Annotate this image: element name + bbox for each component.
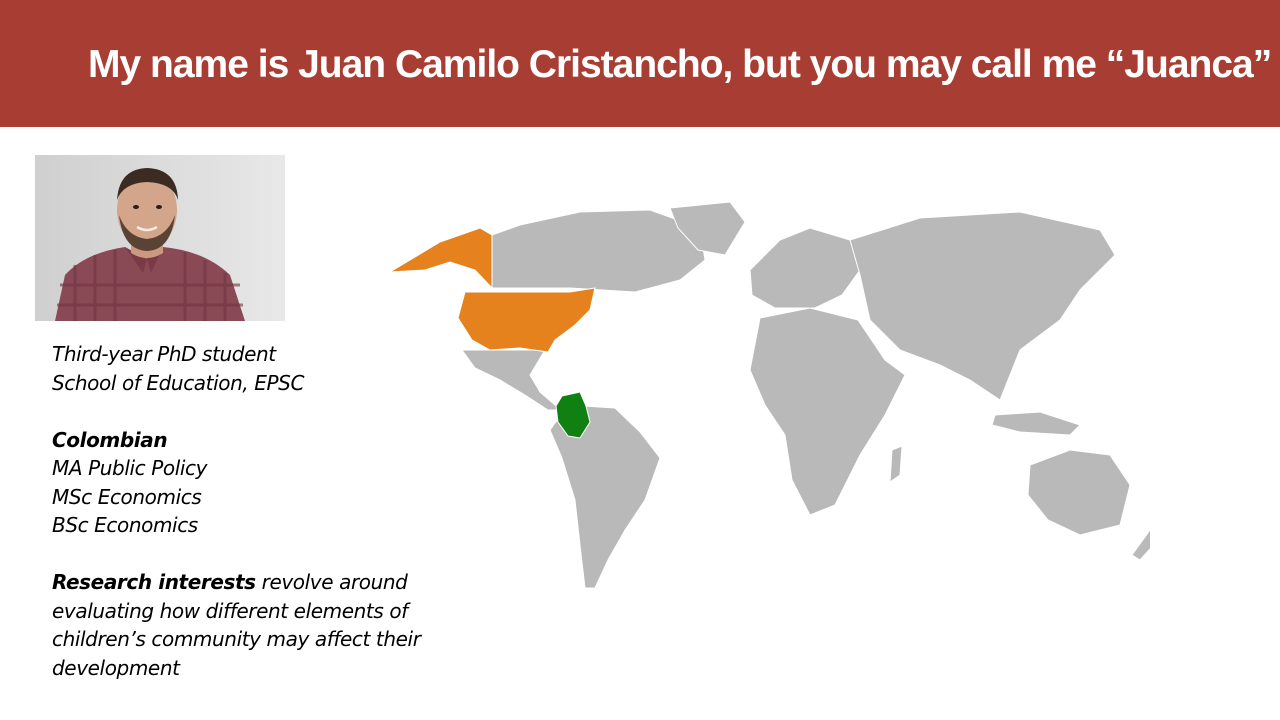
africa-region	[749, 307, 906, 516]
portrait-image	[35, 155, 285, 321]
bio-text: Third-year PhD student School of Educati…	[52, 340, 442, 682]
mexico-region	[461, 349, 569, 411]
new-zealand-region	[1131, 529, 1159, 561]
world-map-svg	[354, 201, 1159, 589]
role-line: Third-year PhD student	[52, 342, 276, 366]
profile-photo	[35, 155, 285, 321]
south-america-region	[549, 404, 661, 589]
europe-region	[749, 227, 861, 309]
world-map	[354, 200, 1159, 600]
nationality-line: Colombian	[52, 427, 168, 452]
alaska-region	[389, 227, 493, 290]
school-line: School of Education, EPSC	[52, 370, 305, 395]
greenland-region	[669, 201, 746, 256]
research-interests: Research interests revolve around evalua…	[52, 568, 442, 682]
degree-line: MSc Economics	[52, 484, 202, 509]
asia-region	[849, 211, 1116, 401]
slide-title: My name is Juan Camilo Cristancho, but y…	[88, 43, 1272, 86]
research-label: Research interests	[52, 570, 256, 594]
australia-region	[1027, 449, 1131, 536]
title-banner: My name is Juan Camilo Cristancho, but y…	[0, 0, 1280, 127]
research-text: revolve around evaluating how different …	[52, 570, 421, 680]
usa-region	[457, 287, 596, 353]
degree-line: MA Public Policy	[52, 456, 208, 480]
indonesia-region	[991, 411, 1081, 436]
madagascar-region	[889, 445, 903, 484]
colombia-region	[555, 391, 591, 439]
canada-region	[491, 209, 706, 293]
degree-line: BSc Economics	[52, 513, 198, 537]
